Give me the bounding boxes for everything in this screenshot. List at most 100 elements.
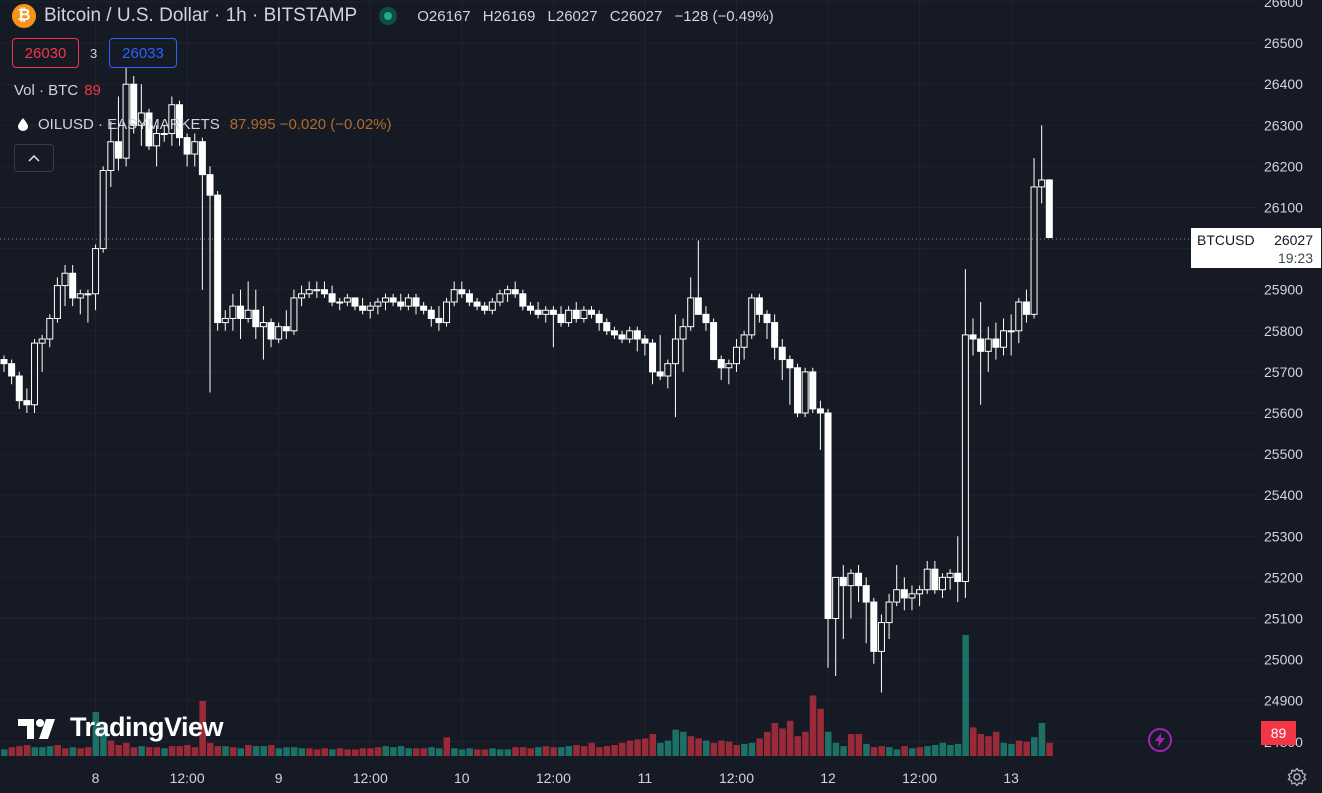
candle: [320, 281, 328, 298]
candle-body: [0, 359, 8, 365]
volume-bar: [283, 747, 290, 756]
candle-body: [107, 141, 115, 172]
volume-bar: [31, 747, 39, 756]
volume-bar: [924, 746, 931, 756]
candle: [725, 359, 733, 385]
tradingview-mark-icon: [18, 718, 55, 739]
candle: [404, 293, 412, 311]
candle: [504, 285, 512, 303]
volume-bar: [229, 747, 237, 756]
volume-bar: [657, 742, 664, 756]
candle-body: [191, 141, 199, 155]
candle: [641, 334, 649, 356]
sell-button[interactable]: 26030: [12, 38, 79, 68]
volume-bar: [557, 747, 565, 756]
volume-bar: [496, 749, 504, 756]
candle: [893, 565, 901, 607]
candle: [412, 293, 420, 315]
volume-bar: [825, 731, 832, 756]
candle: [145, 108, 153, 150]
candle-body: [53, 285, 61, 319]
candle: [214, 191, 222, 331]
volume-bar: [39, 747, 46, 756]
volume-legend[interactable]: Vol · BTC 89: [14, 82, 101, 99]
tradingview-logo[interactable]: TradingView: [18, 712, 224, 743]
candle-body: [526, 305, 534, 311]
candle: [847, 569, 855, 619]
candle: [870, 597, 878, 664]
collapse-legend-button[interactable]: [14, 144, 54, 172]
candle-body: [801, 371, 809, 414]
candle-body: [427, 309, 435, 319]
candle: [1045, 179, 1053, 238]
candle: [191, 133, 199, 167]
price-axis[interactable]: 2480024900250002510025200253002540025500…: [1264, 0, 1303, 750]
volume-bar: [733, 745, 740, 756]
settings-gear-icon[interactable]: [1286, 766, 1308, 788]
candle: [908, 585, 916, 611]
candle-body: [870, 601, 878, 652]
candle-body: [130, 83, 138, 126]
overlay-values: 87.995 −0.020 (−0.02%): [229, 116, 392, 133]
candle-body: [122, 83, 130, 159]
candle: [816, 400, 824, 450]
candle-body: [732, 346, 740, 365]
candle: [122, 67, 130, 167]
volume-bar: [207, 742, 214, 756]
candle: [8, 359, 16, 385]
bitcoin-icon: ₿: [12, 4, 36, 28]
time-axis[interactable]: 8 12:00 9 12:00 10 12:00 11 12:00 12 12:00 13: [92, 770, 1019, 786]
candle-body: [183, 137, 191, 155]
logo-text: TradingView: [70, 712, 224, 742]
candle: [336, 297, 344, 311]
symbol-title[interactable]: Bitcoin / U.S. Dollar · 1h · BITSTAMP: [44, 5, 358, 26]
candle-body: [237, 305, 245, 319]
candle-body: [160, 133, 168, 136]
candle-body: [938, 576, 946, 591]
candle-body: [923, 568, 931, 591]
volume-bar: [451, 748, 458, 756]
volume-bar: [756, 738, 763, 756]
volume-bar: [870, 747, 878, 756]
volume-bar: [718, 740, 725, 756]
candle: [961, 269, 969, 598]
price-tick-label: 26300: [1264, 117, 1303, 133]
price-tick-label: 25000: [1264, 652, 1303, 668]
candle: [458, 281, 466, 298]
lightning-icon[interactable]: [1148, 728, 1172, 752]
volume-bar: [626, 740, 634, 756]
candle: [290, 289, 298, 335]
volume-bar: [8, 747, 16, 756]
volume-bar: [512, 747, 519, 756]
candle: [526, 302, 534, 315]
buy-button[interactable]: 26033: [109, 38, 177, 68]
volume-bar: [702, 740, 710, 756]
volume-bar: [611, 745, 618, 756]
volume-bar: [931, 745, 939, 756]
candle-body: [298, 293, 306, 299]
volume-bar: [191, 747, 199, 756]
candle: [221, 310, 229, 331]
candlesticks: [0, 67, 1053, 693]
spread-value: 3: [90, 46, 98, 61]
overlay-legend[interactable]: OILUSD · EASYMARKETS 87.995 −0.020 (−0.0…: [18, 116, 392, 133]
candle: [84, 289, 92, 323]
candle-body: [175, 104, 183, 139]
volume-bar: [687, 736, 695, 756]
candle: [450, 281, 458, 307]
candle: [1022, 289, 1030, 323]
candle-body: [1038, 179, 1046, 188]
volume-value-tag: 89: [1261, 721, 1296, 745]
candle-body: [31, 342, 39, 406]
candle-body: [977, 338, 985, 352]
volume-bar: [985, 736, 992, 756]
candle: [664, 359, 672, 389]
volume-bar: [23, 745, 31, 756]
candle: [839, 565, 847, 640]
volume-bar: [367, 748, 374, 756]
candle: [23, 388, 31, 413]
volume-bar: [550, 747, 557, 756]
volume-bar: [641, 738, 649, 756]
volume-bar: [290, 747, 298, 756]
